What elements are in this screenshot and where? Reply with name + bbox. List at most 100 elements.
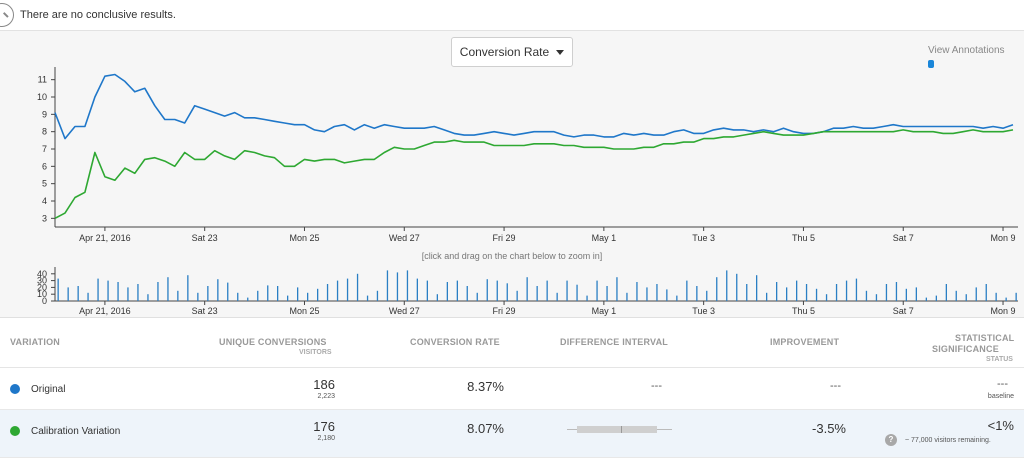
visitor-bar[interactable] xyxy=(935,295,937,301)
visitor-bar[interactable] xyxy=(456,280,458,301)
visitor-bar[interactable] xyxy=(466,286,468,301)
conversion-chart[interactable]: 3 4 5 6 7 8 9 10 11 Apr 21, 2016 Sat 23 Mon 25 Wed 2… xyxy=(0,31,1024,318)
visitor-bar[interactable] xyxy=(406,270,409,301)
visitor-bar[interactable] xyxy=(885,284,888,301)
visitor-bar[interactable] xyxy=(855,278,858,301)
visitor-bar[interactable] xyxy=(416,278,418,301)
visitor-bar[interactable] xyxy=(945,284,947,301)
visitor-bar[interactable] xyxy=(915,287,917,301)
visitor-bar[interactable] xyxy=(157,282,159,301)
visitor-bar[interactable] xyxy=(207,286,209,301)
visitor-bar[interactable] xyxy=(227,282,229,301)
visitor-bar[interactable] xyxy=(127,287,129,301)
visitor-bar[interactable] xyxy=(197,292,199,301)
visitor-bar[interactable] xyxy=(626,292,628,301)
view-annotations-link[interactable]: View Annotations xyxy=(928,45,1005,56)
visitor-bar[interactable] xyxy=(356,273,359,301)
visitor-bar[interactable] xyxy=(217,279,219,301)
visitor-bar[interactable] xyxy=(237,292,239,301)
visitor-bar[interactable] xyxy=(426,280,428,301)
visitor-bar[interactable] xyxy=(766,292,768,301)
visitor-bar[interactable] xyxy=(646,287,648,301)
visitor-bar[interactable] xyxy=(696,286,698,301)
visitor-bar[interactable] xyxy=(636,282,638,301)
visitor-bar[interactable] xyxy=(786,287,788,301)
visitor-bar[interactable] xyxy=(87,292,89,301)
visitor-bar[interactable] xyxy=(796,280,798,301)
visitor-bar[interactable] xyxy=(317,288,319,301)
visitor-bar[interactable] xyxy=(257,290,259,301)
visitor-bar[interactable] xyxy=(376,290,379,301)
visitor-bar[interactable] xyxy=(496,280,498,301)
visitor-bar[interactable] xyxy=(835,284,838,301)
visitor-bar[interactable] xyxy=(965,294,967,301)
visitor-bar[interactable] xyxy=(616,277,618,301)
visitor-bar[interactable] xyxy=(576,284,578,301)
visitor-bar[interactable] xyxy=(506,283,508,301)
visitor-bar[interactable] xyxy=(706,290,708,301)
visitor-bar[interactable] xyxy=(805,284,808,301)
visitor-bar[interactable] xyxy=(905,288,907,301)
visitor-bar[interactable] xyxy=(586,295,588,301)
visitor-bar[interactable] xyxy=(336,280,339,301)
visitor-bar[interactable] xyxy=(396,272,399,301)
visitor-bar[interactable] xyxy=(985,284,987,301)
visitor-bar[interactable] xyxy=(716,277,718,301)
visitor-bar[interactable] xyxy=(875,294,878,301)
visitor-bar[interactable] xyxy=(955,290,957,301)
visitor-bar[interactable] xyxy=(776,282,778,301)
visitor-bar[interactable] xyxy=(77,286,79,301)
visitor-bar[interactable] xyxy=(656,284,658,301)
series-line-original[interactable] xyxy=(54,73,1014,140)
table-row-calibration-variation[interactable]: Calibration Variation 176 2,180 8.07% -3… xyxy=(0,410,1024,458)
visitor-bar[interactable] xyxy=(287,295,289,301)
series-line-calibration-variation[interactable] xyxy=(54,129,1014,220)
visitor-bar[interactable] xyxy=(995,292,997,301)
visitor-bar[interactable] xyxy=(686,280,688,301)
visitor-bar[interactable] xyxy=(516,290,518,301)
visitor-bar[interactable] xyxy=(746,284,748,301)
visitor-bar[interactable] xyxy=(736,273,738,301)
visitor-bar[interactable] xyxy=(1005,297,1007,301)
visitor-bar[interactable] xyxy=(925,297,927,301)
visitor-bar[interactable] xyxy=(486,279,488,301)
visitor-bar[interactable] xyxy=(845,280,848,301)
visitor-bar[interactable] xyxy=(825,294,828,301)
visitor-bar[interactable] xyxy=(815,288,818,301)
visitor-bar[interactable] xyxy=(676,295,678,301)
visitor-bar[interactable] xyxy=(865,290,868,301)
help-icon[interactable]: ? xyxy=(885,434,897,446)
visitor-bar[interactable] xyxy=(1015,292,1017,301)
visitor-bar[interactable] xyxy=(167,277,169,301)
visitor-bar[interactable] xyxy=(187,275,189,301)
visitor-bar[interactable] xyxy=(386,270,389,301)
visitor-bar[interactable] xyxy=(546,280,548,301)
visitor-bar[interactable] xyxy=(556,292,558,301)
line-chart[interactable]: 3 4 5 6 7 8 9 10 11 Apr 21, 2016 Sat 23 Mon 25 Wed 2… xyxy=(37,67,1018,243)
visitor-bar[interactable] xyxy=(277,286,279,301)
visitor-bar[interactable] xyxy=(526,277,528,301)
visitor-bar[interactable] xyxy=(566,280,568,301)
visitor-bar[interactable] xyxy=(346,278,349,301)
visitor-bar[interactable] xyxy=(267,285,269,301)
visitor-bar[interactable] xyxy=(117,282,119,301)
visitor-bar[interactable] xyxy=(666,289,668,301)
visitor-bar[interactable] xyxy=(446,282,448,301)
visitor-bar[interactable] xyxy=(536,286,538,301)
visitor-bar[interactable] xyxy=(67,287,69,301)
visitor-bar[interactable] xyxy=(177,290,179,301)
visitor-bar[interactable] xyxy=(476,292,478,301)
visitor-bar[interactable] xyxy=(326,284,329,301)
visitor-bar[interactable] xyxy=(895,282,898,301)
table-row-original[interactable]: Original 186 2,223 8.37% --- --- --- bas… xyxy=(0,368,1024,410)
visitor-bar[interactable] xyxy=(366,295,369,301)
visitor-bar[interactable] xyxy=(137,284,139,301)
visitor-bar[interactable] xyxy=(107,280,109,301)
visitor-bar[interactable] xyxy=(307,292,309,301)
visitor-bar[interactable] xyxy=(147,294,149,301)
visitor-bar[interactable] xyxy=(596,280,598,301)
visitor-bar[interactable] xyxy=(756,275,758,301)
visitor-bar[interactable] xyxy=(57,278,59,301)
visitor-bar[interactable] xyxy=(726,270,728,301)
